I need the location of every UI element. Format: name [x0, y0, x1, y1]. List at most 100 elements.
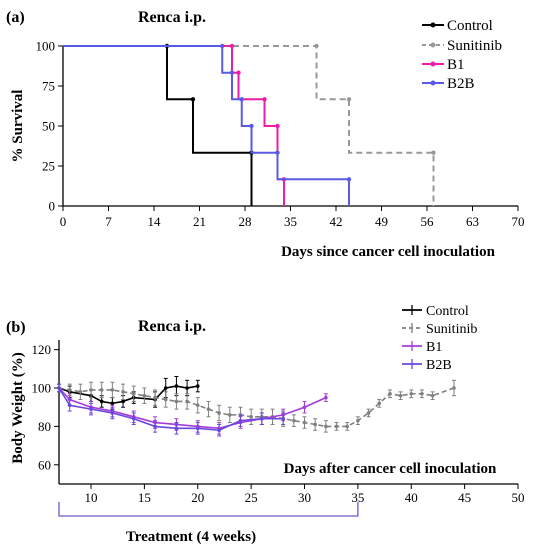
panel-b-x-ticks: 10 15 20 25 30 35 40 45 50 [85, 484, 525, 505]
data-point-sunitinib [89, 388, 93, 392]
data-point-control [195, 384, 200, 388]
legend-b-label-b2b: B2B [426, 358, 452, 373]
panel-a-survival-chart: (a) Renca i.p. % Survival Days since can… [6, 9, 525, 260]
panel-a-y-tick-label: 0 [49, 199, 56, 214]
data-point-sunitinib [99, 388, 104, 392]
legend-item-sunitinib-b: Sunitinib [402, 322, 477, 337]
event-point-sunitinib [431, 150, 436, 155]
data-point-sunitinib [131, 391, 136, 396]
panel-b-series [57, 375, 456, 437]
series-sunitinib [63, 43, 436, 206]
data-point-sunitinib [153, 395, 157, 400]
panel-a-y-tick-label: 50 [42, 119, 55, 134]
data-point-b2b [57, 386, 61, 390]
event-point-b1 [236, 70, 241, 75]
data-point-control [174, 384, 179, 388]
data-point-sunitinib [195, 403, 200, 408]
data-point-sunitinib [227, 413, 232, 417]
data-point-sunitinib [163, 397, 168, 402]
data-point-sunitinib [302, 420, 307, 425]
legend-b-label-b1: B1 [426, 340, 442, 355]
legend-label-b1: B1 [447, 57, 465, 73]
data-point-b2b [110, 411, 115, 415]
panel-a-x-tick-label: 70 [512, 214, 525, 229]
panel-b-x-tick-label: 35 [351, 490, 364, 505]
data-point-control [163, 386, 168, 390]
panel-b-y-ticks: 60 80 100 120 [32, 342, 59, 472]
series-b1 [57, 383, 328, 435]
panel-a-x-tick-label: 63 [466, 214, 479, 229]
panel-a-x-tick-label: 7 [105, 214, 112, 229]
data-point-sunitinib [334, 424, 339, 429]
panel-b-y-tick-label: 80 [38, 419, 51, 434]
legend-item-sunitinib: Sunitinib [422, 38, 502, 54]
data-point-sunitinib [249, 415, 253, 419]
data-point-b2b [131, 416, 136, 421]
panel-b-y-tick-label: 60 [38, 457, 51, 472]
data-point-sunitinib [356, 418, 360, 423]
treatment-label: Treatment (4 weeks) [126, 529, 256, 545]
panel-a-x-tick-label: 0 [60, 214, 67, 229]
data-point-sunitinib [292, 418, 296, 423]
data-point-control [121, 399, 125, 404]
data-point-b2b [238, 418, 243, 423]
legend-item-control-b: Control [402, 304, 469, 319]
treatment-bracket: Treatment (4 weeks) [58, 502, 359, 545]
panel-b-y-tick-label: 120 [32, 342, 52, 357]
panel-a-x-tick-label: 49 [375, 214, 388, 229]
panel-a-y-tick-label: 100 [36, 39, 56, 54]
data-point-sunitinib [420, 391, 424, 396]
panel-b-legend: Control Sunitinib B1 B2B [402, 304, 477, 373]
data-point-b2b [217, 428, 221, 433]
panel-b-x-tick-label: 40 [405, 490, 418, 505]
panel-b-x-tick-label: 30 [298, 490, 311, 505]
event-point-b1 [262, 97, 267, 102]
data-point-sunitinib [174, 399, 179, 404]
data-point-sunitinib [398, 393, 403, 398]
legend-item-control: Control [422, 18, 493, 34]
panel-a-x-axis-label: Days since cancer cell inoculation [281, 244, 496, 260]
weight-line-control [58, 385, 198, 405]
series-sunitinib [57, 379, 456, 433]
panel-a-y-ticks: 0 25 50 75 100 [36, 39, 63, 214]
panel-b-y-axis-label: Body Weight (%) [10, 352, 26, 463]
data-point-sunitinib [185, 399, 189, 404]
weight-line-sunitinib [58, 387, 455, 428]
panel-a-x-tick-label: 35 [284, 214, 297, 229]
panel-b-x-tick-label: 25 [245, 490, 258, 505]
series-b2b [57, 383, 286, 437]
data-point-b2b [89, 407, 93, 411]
data-point-b1 [302, 405, 307, 410]
data-point-sunitinib [409, 391, 414, 396]
weight-line-b2b [58, 387, 284, 432]
panel-b-y-tick-label: 100 [32, 381, 52, 396]
data-point-control [185, 386, 189, 390]
data-point-control [99, 399, 104, 404]
panel-a-x-tick-label: 56 [421, 214, 435, 229]
data-point-sunitinib [345, 424, 350, 429]
data-point-b2b [174, 426, 179, 431]
data-point-b2b [195, 426, 200, 431]
panel-a-x-ticks: 0 7 14 21 28 35 42 49 56 63 70 [60, 206, 525, 229]
panel-b-x-tick-label: 10 [85, 490, 98, 505]
panel-a-x-tick-label: 28 [239, 214, 252, 229]
legend-label-b2b: B2B [447, 76, 475, 92]
data-point-b2b [153, 424, 157, 429]
data-point-b2b [281, 416, 285, 421]
data-point-sunitinib [217, 411, 221, 415]
panel-b-x-tick-label: 15 [138, 490, 151, 505]
panel-a-legend: Control Sunitinib B1 B2B [422, 18, 502, 92]
panel-a-series [63, 43, 436, 206]
weight-line-b1 [58, 387, 327, 430]
panel-b-x-axis-label: Days after cancer cell inoculation [284, 461, 497, 477]
data-point-b2b [260, 416, 264, 421]
data-point-sunitinib [67, 388, 72, 392]
legend-label-control: Control [447, 18, 493, 34]
legend-item-b1-b: B1 [402, 340, 442, 355]
event-point-sunitinib [314, 43, 319, 49]
panel-a-y-axis-label: % Survival [10, 90, 26, 163]
panel-b-label: (b) [6, 319, 26, 336]
event-point-b1 [275, 123, 280, 129]
panel-b-x-tick-label: 50 [512, 490, 525, 505]
event-point-b1 [229, 43, 235, 49]
